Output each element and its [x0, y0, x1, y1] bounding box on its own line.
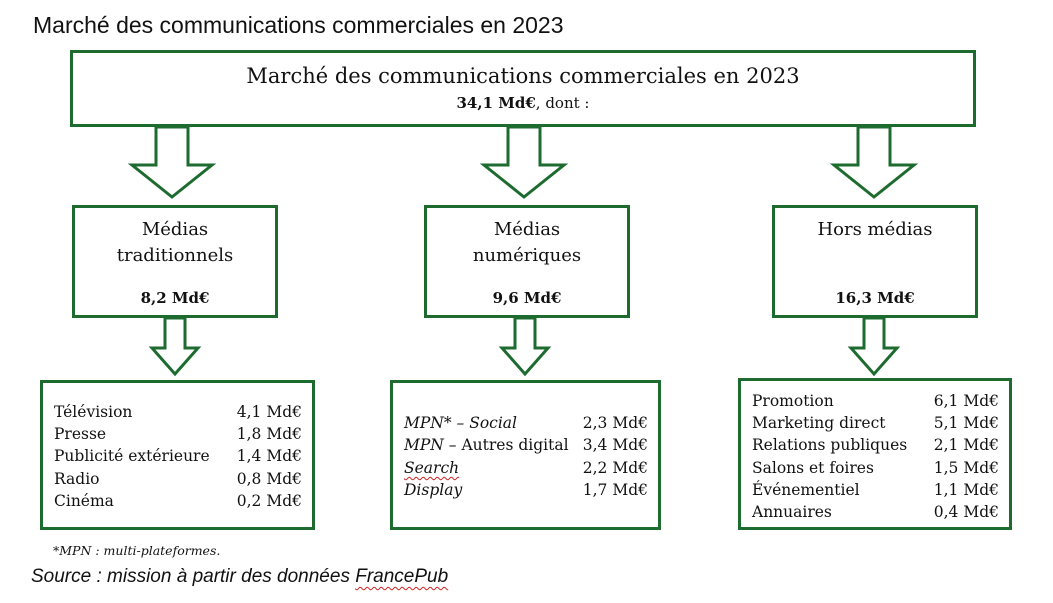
category-name-line1: Hors médias: [817, 219, 933, 240]
item-value: 2,3 Md€: [582, 414, 648, 432]
list-item: Événementiel 1,1 Md€: [752, 481, 999, 503]
category-name-line1: Médias: [493, 219, 561, 240]
category-name-line2: traditionnels: [116, 245, 234, 266]
category-name-line2: numériques: [472, 245, 582, 266]
item-label: MPN – Autres digital: [404, 436, 569, 454]
source-name: FrancePub: [355, 566, 449, 587]
item-label: Salons et foires: [752, 459, 874, 477]
category-name: Hors médias: [775, 217, 975, 289]
source-note: Source : mission à partir des données Fr…: [31, 566, 448, 588]
traditional-media-breakdown: Télévision 4,1 Md€ Presse 1,8 Md€ Publicit…: [40, 380, 315, 530]
item-value: 1,8 Md€: [236, 425, 302, 443]
item-label: Display: [404, 481, 463, 499]
arrow-to-digital-icon: [479, 125, 569, 199]
item-value: 2,1 Md€: [933, 436, 999, 454]
item-value: 6,1 Md€: [933, 392, 999, 410]
category-value: 9,6 Md€: [492, 289, 562, 307]
item-value: 0,4 Md€: [933, 503, 999, 521]
category-name: Médias traditionnels: [75, 217, 275, 289]
item-label-abbrev: MPN: [404, 436, 444, 454]
category-name: Médias numériques: [427, 217, 627, 289]
source-prefix: Source : mission à partir des données: [31, 566, 356, 587]
item-label: Search: [404, 459, 460, 477]
arrow-to-digital-list-icon: [498, 316, 552, 377]
item-label: Cinéma: [54, 492, 114, 510]
category-value: 16,3 Md€: [835, 289, 915, 307]
arrow-to-non-media-list-icon: [847, 316, 901, 377]
list-item: Promotion 6,1 Md€: [752, 392, 999, 414]
item-value: 1,7 Md€: [582, 481, 648, 499]
list-item: Cinéma 0,2 Md€: [54, 492, 302, 514]
item-value: 3,4 Md€: [582, 436, 648, 454]
non-media-breakdown: Promotion 6,1 Md€ Marketing direct 5,1 Md€…: [738, 378, 1012, 530]
list-item: Radio 0,8 Md€: [54, 470, 302, 492]
list-item: Relations publiques 2,1 Md€: [752, 436, 999, 458]
item-value: 4,1 Md€: [236, 403, 302, 421]
item-value: 1,5 Md€: [933, 459, 999, 477]
arrow-to-traditional-icon: [127, 125, 217, 199]
arrow-to-non-media-icon: [829, 125, 919, 199]
item-value: 2,2 Md€: [582, 459, 648, 477]
item-label: Télévision: [54, 403, 133, 421]
category-name-line1: Médias: [141, 219, 209, 240]
item-value: 0,8 Md€: [236, 470, 302, 488]
item-label: Publicité extérieure: [54, 447, 210, 465]
item-label: Presse: [54, 425, 107, 443]
item-label: Marketing direct: [752, 414, 886, 432]
list-item: Presse 1,8 Md€: [54, 425, 302, 447]
category-digital-media: Médias numériques 9,6 Md€: [424, 205, 630, 318]
item-label: MPN* – Social: [404, 414, 518, 432]
market-total-value: 34,1 Md€: [456, 94, 536, 112]
item-label: Relations publiques: [752, 436, 908, 454]
list-item: MPN – Autres digital 3,4 Md€: [404, 436, 648, 458]
list-item: Display 1,7 Md€: [404, 481, 648, 503]
category-non-media: Hors médias 16,3 Md€: [772, 205, 978, 318]
item-label-rest: – Autres digital: [443, 436, 569, 454]
item-value: 5,1 Md€: [933, 414, 999, 432]
digital-media-breakdown: MPN* – Social 2,3 Md€ MPN – Autres digita…: [390, 380, 661, 530]
list-item: MPN* – Social 2,3 Md€: [404, 414, 648, 436]
market-total-suffix: , dont :: [535, 94, 590, 112]
market-total-title: Marché des communications commerciales e…: [246, 64, 800, 88]
footnote: *MPN : multi-plateformes.: [53, 543, 221, 558]
category-traditional-media: Médias traditionnels 8,2 Md€: [72, 205, 278, 318]
list-item: Publicité extérieure 1,4 Md€: [54, 447, 302, 469]
list-item: Salons et foires 1,5 Md€: [752, 459, 999, 481]
item-label: Événementiel: [752, 481, 860, 499]
item-label: Promotion: [752, 392, 834, 410]
list-item: Search 2,2 Md€: [404, 459, 648, 481]
arrow-to-traditional-list-icon: [148, 316, 202, 377]
list-item: Annuaires 0,4 Md€: [752, 503, 999, 525]
item-value: 1,4 Md€: [236, 447, 302, 465]
list-item: Télévision 4,1 Md€: [54, 403, 302, 425]
market-total-box: Marché des communications commerciales e…: [70, 50, 976, 127]
list-item: Marketing direct 5,1 Md€: [752, 414, 999, 436]
market-total-line: 34,1 Md€, dont :: [73, 94, 973, 112]
page-title: Marché des communications commerciales e…: [33, 12, 564, 38]
item-value: 0,2 Md€: [236, 492, 302, 510]
item-label: Radio: [54, 470, 100, 488]
item-value: 1,1 Md€: [933, 481, 999, 499]
item-label: Annuaires: [752, 503, 832, 521]
category-value: 8,2 Md€: [140, 289, 210, 307]
